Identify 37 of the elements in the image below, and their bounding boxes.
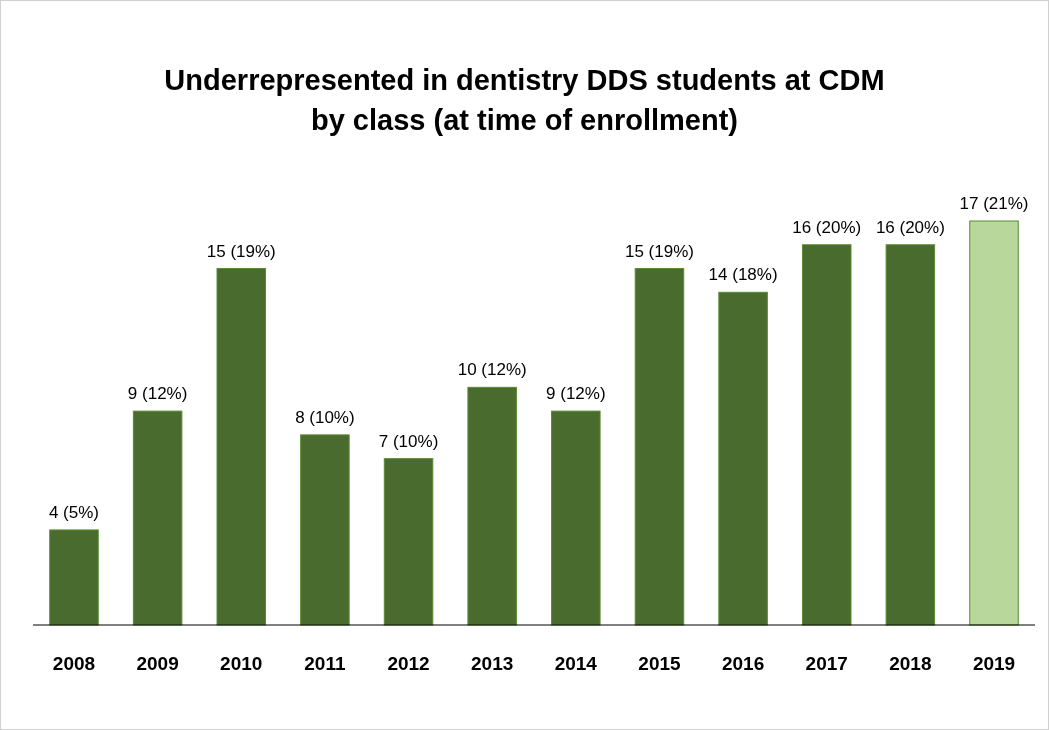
data-label: 15 (19%) xyxy=(624,241,694,261)
bar xyxy=(132,410,183,626)
x-tick-label: 2015 xyxy=(638,653,682,674)
data-label: 10 (12%) xyxy=(457,360,527,380)
data-label: 7 (10%) xyxy=(378,431,439,451)
bar xyxy=(49,529,99,626)
data-label: 17 (21%) xyxy=(959,194,1029,213)
data-label: 4 (5%) xyxy=(48,502,100,522)
x-tick-label: 2011 xyxy=(304,653,346,674)
bar xyxy=(551,410,601,626)
x-tick-label: 2008 xyxy=(52,653,96,674)
data-label: 14 (18%) xyxy=(708,265,778,285)
bar xyxy=(885,244,936,626)
x-tick-label: 2013 xyxy=(471,653,514,674)
data-label: 9 (12%) xyxy=(127,384,188,404)
x-tick-label: 2014 xyxy=(554,653,598,674)
data-label: 16 (20%) xyxy=(792,217,862,237)
x-tick-label: 2017 xyxy=(805,653,848,674)
data-label: 8 (10%) xyxy=(295,407,355,427)
x-tick-label: 2019 xyxy=(972,653,1016,674)
x-tick-label: 2009 xyxy=(136,653,179,674)
bar xyxy=(300,434,350,626)
bar xyxy=(718,291,768,626)
bar xyxy=(801,244,852,626)
bar xyxy=(383,458,434,626)
x-tick-label: 2012 xyxy=(387,653,430,674)
data-label: 15 (19%) xyxy=(206,241,276,261)
x-tick-label: 2018 xyxy=(889,653,932,674)
x-tick-label: 2016 xyxy=(721,653,765,674)
x-tick-label: 2010 xyxy=(220,653,263,674)
bar xyxy=(969,220,1019,626)
bar xyxy=(634,268,685,626)
bar xyxy=(467,386,517,626)
bar xyxy=(216,268,267,626)
data-label: 16 (20%) xyxy=(875,217,945,237)
data-label: 9 (12%) xyxy=(546,384,606,404)
chart-title: Underrepresented in dentistry DDS students at CDM by class (at time of enrollment) xyxy=(164,64,885,136)
